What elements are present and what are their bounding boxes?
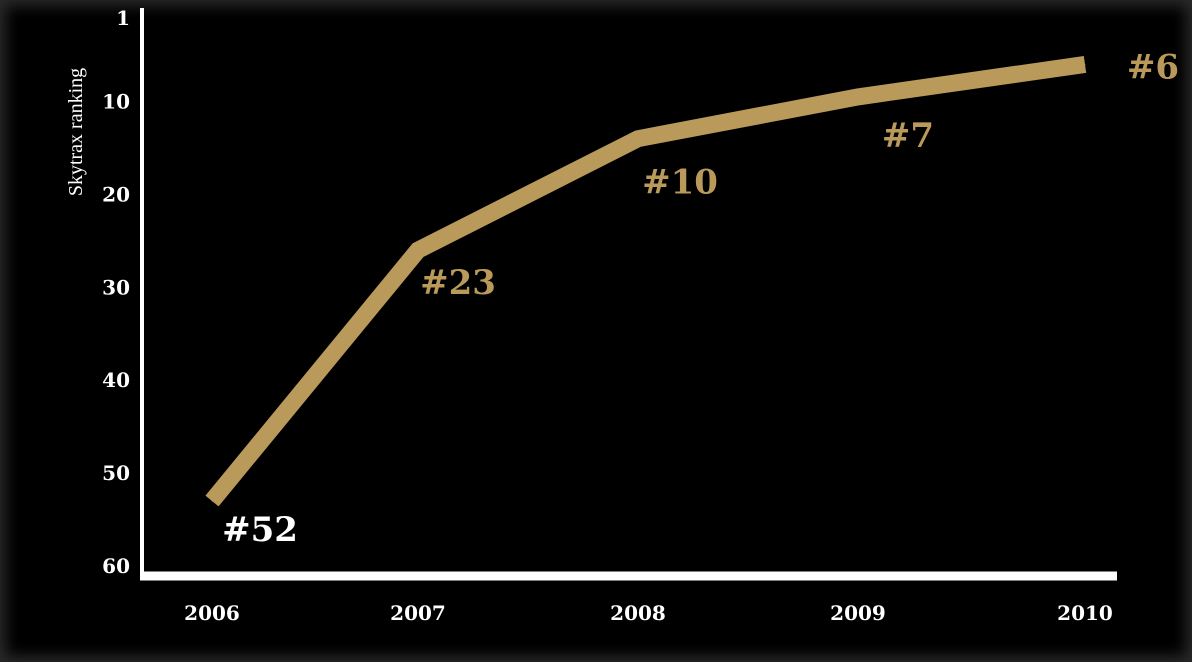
y-tick-label: 10 (102, 90, 130, 114)
data-label: #23 (420, 263, 496, 303)
ranking-series-line (205, 55, 1087, 507)
data-point (417, 249, 419, 251)
x-tick-label: 2006 (184, 601, 240, 625)
y-tick-label: 30 (102, 275, 130, 299)
y-axis-label: Skytrax ranking (65, 68, 87, 196)
x-tick-label: 2009 (830, 601, 886, 625)
data-point (1084, 63, 1086, 65)
y-tick-label: 50 (102, 461, 130, 485)
y-ticks: 1 10 20 30 40 50 60 (102, 6, 130, 578)
data-label: #10 (642, 163, 718, 203)
x-tick-label: 2010 (1057, 601, 1113, 625)
y-tick-label: 20 (102, 182, 130, 206)
x-tick-label: 2007 (390, 601, 446, 625)
axes: Skytrax ranking (65, 8, 1117, 581)
y-tick-label: 60 (102, 554, 130, 578)
x-tick-label: 2008 (610, 601, 666, 625)
data-point (857, 96, 859, 98)
x-ticks: 2006 2007 2008 2009 2010 (184, 601, 1113, 625)
data-label: #6 (1127, 47, 1179, 87)
data-label: #52 (222, 510, 298, 550)
data-label: #7 (882, 116, 934, 156)
data-labels: #52 #23 #10 #7 #6 (222, 47, 1179, 550)
y-tick-label: 1 (116, 6, 130, 30)
series (205, 55, 1087, 507)
y-tick-label: 40 (102, 368, 130, 392)
data-point (637, 138, 639, 140)
data-point (211, 500, 213, 502)
